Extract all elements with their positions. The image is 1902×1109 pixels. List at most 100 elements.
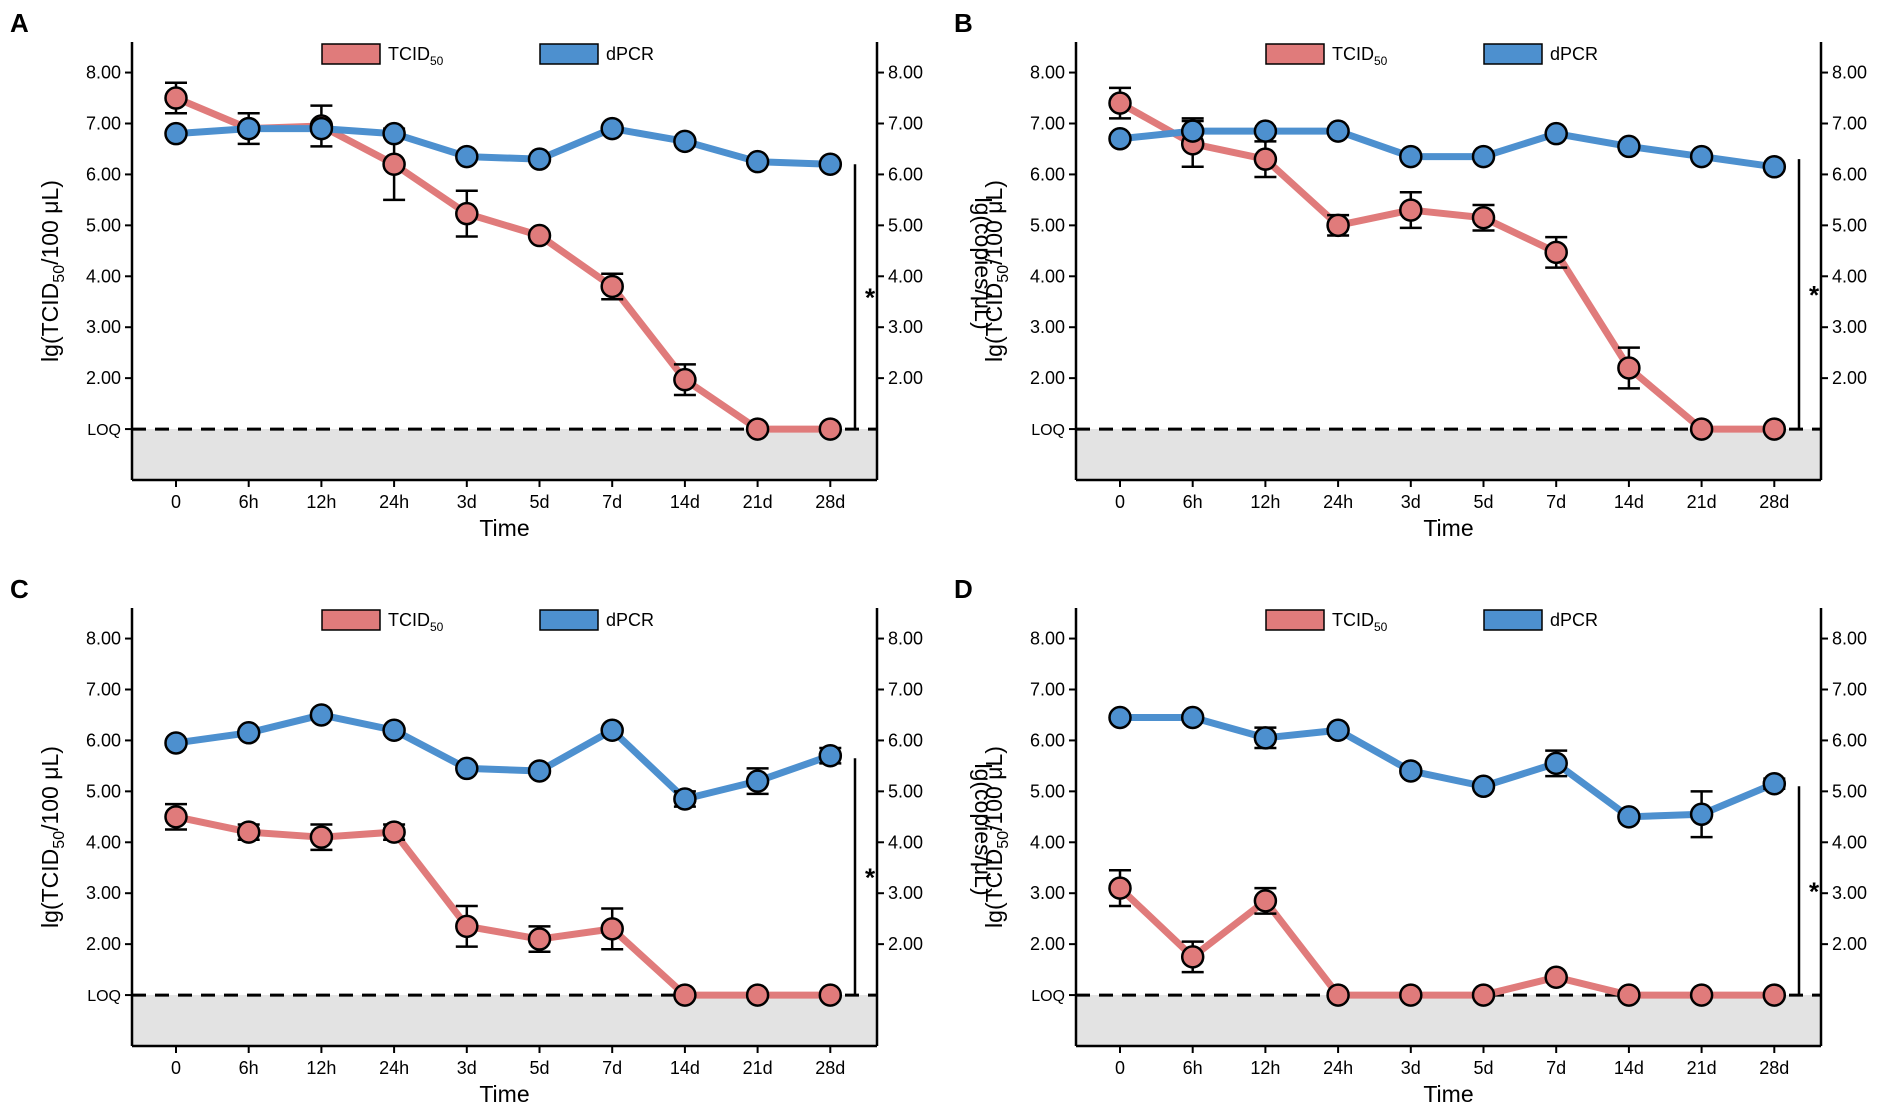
y-axis-title-left-sub: 50 [51,265,68,283]
series-line-tcid [175,813,831,999]
data-point-tcid [1399,983,1423,1007]
y-axis-title-left-pre: lg(TCID [981,283,1007,362]
data-point-tcid [1108,91,1132,115]
y-tick-label-right: 3.00 [888,883,923,903]
x-tick-label: 24h [1323,1058,1353,1078]
data-point-tcid [309,825,334,849]
data-point-tcid [1326,983,1350,1007]
legend-label-tcid-sub: 50 [430,620,444,634]
series-line-tcid [174,94,831,433]
panel-b: B 8.00 8.00 7.00 7.00 6.00 6.00 5.00 5.00 4.00 4.0… [954,8,1867,541]
x-tick-label: 5d [1473,492,1493,512]
x-tick-label: 12h [306,492,336,512]
x-tick-label: 21d [743,492,773,512]
y-tick-label-right: 4.00 [888,266,923,286]
data-point-dpcr [236,721,261,745]
data-point-dpcr [1108,705,1132,730]
y-tick-label-left: 8.00 [86,629,121,649]
legend-swatch-dpcr [539,43,599,65]
y-tick-label-right: 6.00 [888,730,923,750]
y-tick-label-right: 5.00 [888,781,923,801]
x-tick-label: 28d [1759,1058,1789,1078]
data-point-tcid [1180,945,1205,969]
data-point-dpcr [818,152,843,176]
y-tick-label-left: 6.00 [1030,164,1065,184]
panel-label: C [10,574,29,604]
y-axis-title-left-sub: 50 [995,831,1012,849]
data-point-dpcr [1326,119,1350,143]
y-tick-label-right: 4.00 [1832,832,1867,852]
legend-label-tcid: TCID50 [388,610,444,634]
y-tick-label-left: 2.00 [86,934,121,954]
y-axis-title-left: lg(TCID50/100 μL) [37,180,68,362]
panel-d: D 8.00 8.00 7.00 7.00 6.00 6.00 5.00 5.00 4.00 4.0… [954,574,1867,1107]
legend-label-tcid-sub: 50 [1374,620,1388,634]
loq-label: LOQ [1031,988,1065,1005]
legend-swatch-dpcr [1483,43,1543,65]
series-line-tcid [1118,100,1775,433]
data-point-tcid [673,983,697,1007]
data-point-dpcr [673,129,697,154]
data-point-dpcr [1180,705,1205,730]
legend-swatch-dpcr [539,609,599,631]
y-tick-label-right: 4.00 [888,832,923,852]
x-tick-label: 6h [239,492,259,512]
series-line-dpcr [175,125,831,168]
x-tick-label: 3d [1401,1058,1421,1078]
legend-label-tcid-sub: 50 [1374,54,1388,68]
x-tick-label: 6h [1183,1058,1203,1078]
y-tick-label-left: 3.00 [86,883,121,903]
data-point-tcid [527,927,552,951]
y-tick-label-left: 7.00 [86,113,121,133]
series-line-dpcr [1119,127,1775,171]
y-tick-label-left: 8.00 [86,63,121,83]
x-tick-label: 0 [171,492,181,512]
legend-label-tcid-main: TCID [388,44,430,64]
x-tick-label: 28d [815,1058,845,1078]
legend-label-tcid-main: TCID [388,610,430,630]
data-point-dpcr [1689,144,1714,169]
data-point-dpcr [673,787,697,811]
x-tick-label: 14d [670,1058,700,1078]
y-tick-label-left: 7.00 [1030,679,1065,699]
x-tick-label: 12h [1250,492,1280,512]
y-axis-title-left: lg(TCID50/100 μL) [981,746,1012,928]
y-tick-label-right: 3.00 [1832,883,1867,903]
data-point-dpcr [1399,144,1423,169]
y-tick-label-left: 6.00 [86,730,121,750]
significance-star: * [1809,280,1820,310]
legend-label-tcid-main: TCID [1332,44,1374,64]
y-axis-title-left-sub: 50 [51,831,68,849]
y-tick-label-left: 4.00 [86,832,121,852]
significance-star: * [865,863,876,893]
data-point-tcid [1544,965,1568,989]
y-tick-label-right: 7.00 [888,113,923,133]
data-point-dpcr [1326,718,1350,742]
y-tick-label-right: 7.00 [1832,679,1867,699]
data-point-tcid [818,417,843,441]
x-tick-label: 7d [602,492,622,512]
x-axis-title: Time [479,515,529,541]
x-tick-label: 24h [1323,492,1353,512]
y-tick-label-right: 8.00 [888,629,923,649]
data-point-tcid [1689,983,1714,1007]
y-tick-label-right: 3.00 [1832,317,1867,337]
x-tick-label: 7d [1546,492,1566,512]
data-point-tcid [745,417,770,441]
series-line-tcid [1117,885,1775,999]
data-point-tcid [1689,417,1714,441]
legend-label-dpcr: dPCR [1550,44,1598,64]
y-tick-label-right: 2.00 [1832,934,1867,954]
y-tick-label-right: 2.00 [1832,368,1867,388]
data-point-dpcr [1762,155,1787,179]
data-point-dpcr [236,116,261,141]
y-tick-label-left: 3.00 [1030,317,1065,337]
loq-label: LOQ [87,422,121,439]
data-point-tcid [164,86,188,110]
data-point-tcid [1544,240,1568,265]
y-tick-label-right: 7.00 [1832,113,1867,133]
legend-label-tcid: TCID50 [1332,44,1388,68]
legend-label-dpcr: dPCR [606,44,654,64]
y-tick-label-left: 5.00 [86,781,121,801]
